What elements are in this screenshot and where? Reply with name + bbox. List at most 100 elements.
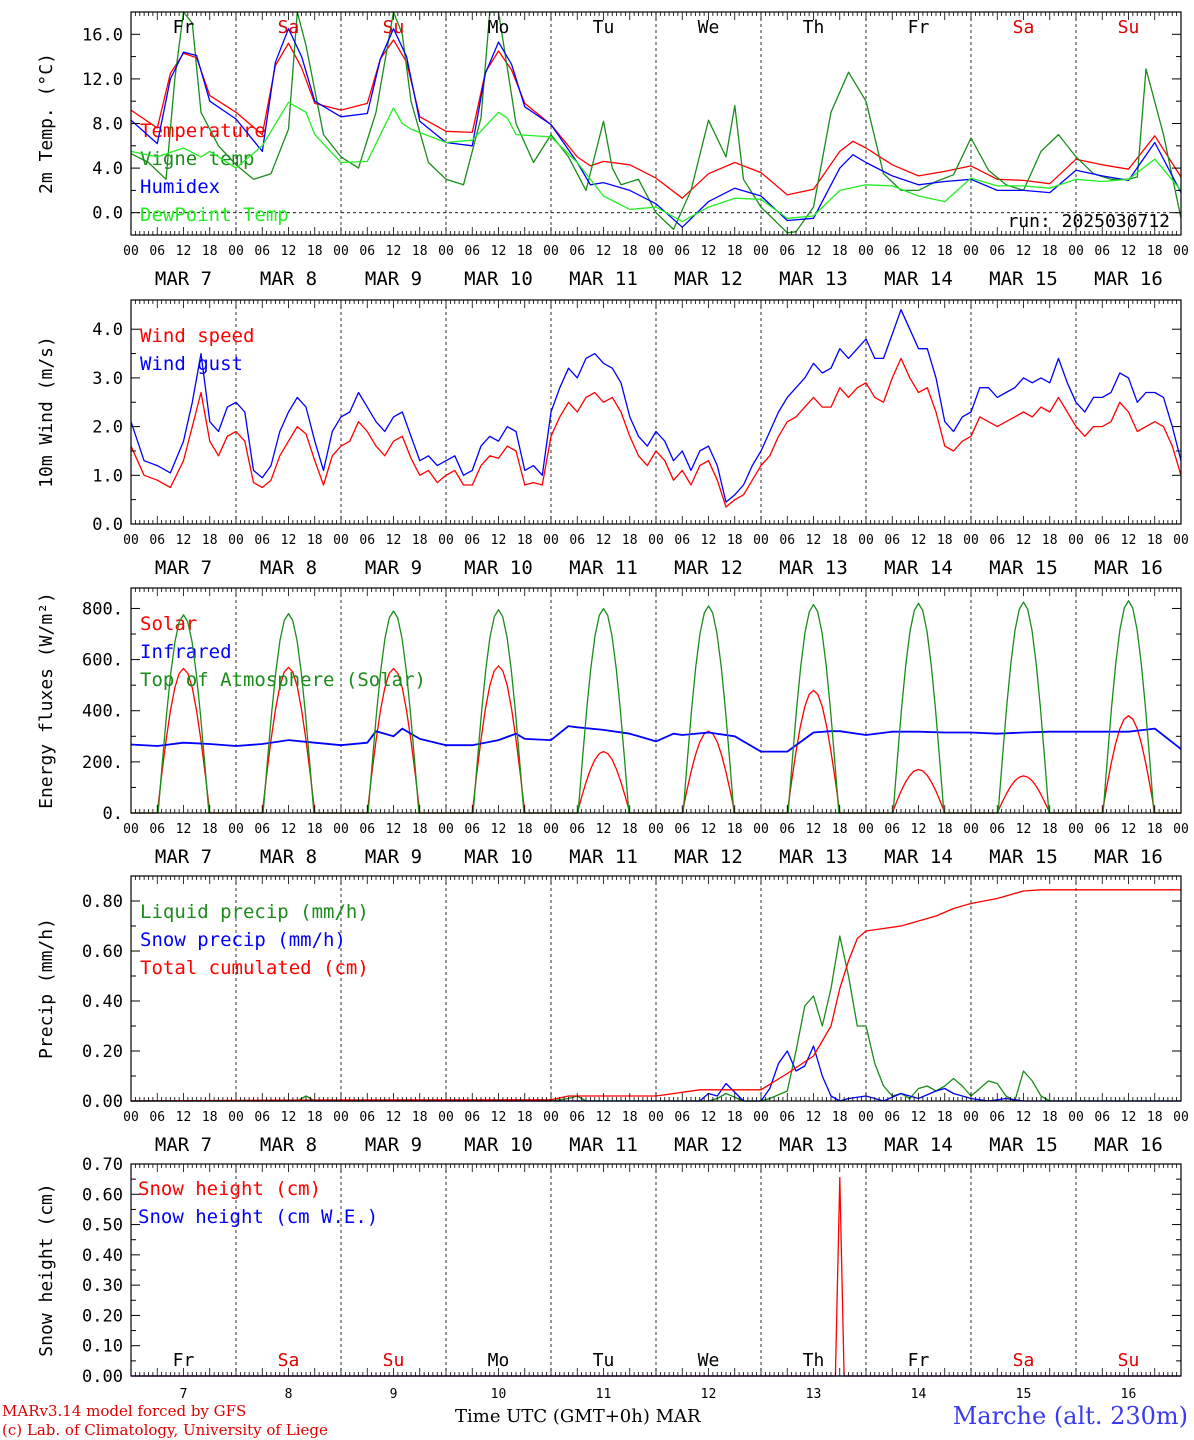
run-annotation: run: 2025030712	[1007, 211, 1170, 232]
hour-tick-label: 12	[386, 822, 402, 837]
series-line-infrared	[130, 725, 1182, 753]
hour-tick-label: 18	[202, 822, 218, 837]
hour-tick-label: 00	[753, 533, 769, 548]
hour-tick-label: 00	[333, 244, 349, 259]
y-tick-label: 0.10	[82, 1337, 123, 1357]
hour-tick-label: 18	[1042, 533, 1058, 548]
hour-tick-label: 00	[963, 822, 979, 837]
series-line-wind-speed	[130, 357, 1182, 508]
y-tick-label: 0.70	[82, 1155, 123, 1175]
hour-tick-label: 00	[753, 822, 769, 837]
hour-tick-label: 12	[281, 822, 297, 837]
date-label: MAR 9	[365, 1134, 422, 1156]
date-label: MAR 8	[260, 557, 317, 579]
hour-tick-label: 06	[989, 244, 1005, 259]
hour-tick-label: 12	[176, 533, 192, 548]
hour-tick-label: 18	[517, 533, 533, 548]
series-line-temperature	[130, 39, 1182, 199]
y-tick-label: 0.0	[92, 515, 123, 535]
hour-tick-label: 18	[202, 533, 218, 548]
hour-tick-label: 06	[359, 1110, 375, 1125]
model-credit: MARv3.14 model forced by GFS	[2, 1402, 247, 1420]
hour-tick-label: 18	[622, 822, 638, 837]
hour-tick-label: 18	[1042, 1110, 1058, 1125]
hour-tick-label: 00	[963, 1110, 979, 1125]
date-label: MAR 13	[779, 1134, 848, 1156]
hour-tick-label: 06	[989, 1110, 1005, 1125]
hour-tick-label: 18	[622, 533, 638, 548]
legend-entry: Snow height (cm)	[138, 1178, 321, 1200]
hour-tick-label: 00	[123, 533, 139, 548]
hour-tick-label: 06	[674, 1110, 690, 1125]
hour-tick-label: 18	[412, 533, 428, 548]
hour-tick-label: 06	[884, 822, 900, 837]
hour-tick-label: 06	[884, 1110, 900, 1125]
plot-frame	[130, 587, 1182, 814]
day-number-label: 12	[701, 1387, 717, 1402]
hour-tick-label: 18	[412, 822, 428, 837]
hour-tick-label: 00	[543, 1110, 559, 1125]
hour-tick-label: 12	[1016, 1110, 1032, 1125]
y-tick-label: 12.0	[82, 70, 123, 90]
y-tick-label: 3.0	[92, 369, 123, 389]
day-of-week-label: Sa	[1013, 1350, 1035, 1371]
date-label: MAR 7	[155, 1134, 212, 1156]
time-axis-label: Time UTC (GMT+0h) MAR	[455, 1406, 701, 1427]
hour-tick-label: 12	[911, 533, 927, 548]
legend-entry: Wind speed	[140, 325, 254, 347]
chart-panel-4: Liquid precip (mm/h) Snow precip (mm/h) To…	[36, 875, 1189, 1156]
hour-tick-label: 06	[884, 533, 900, 548]
date-label: MAR 7	[155, 846, 212, 868]
legend-entry: Humidex	[140, 176, 220, 198]
hour-tick-label: 12	[281, 1110, 297, 1125]
hour-tick-label: 18	[622, 1110, 638, 1125]
chart-panel-5: Snow height (cm) Snow height (cm W.E.) 0.0…	[36, 1155, 1182, 1402]
hour-tick-label: 06	[569, 533, 585, 548]
hour-tick-label: 18	[832, 533, 848, 548]
hour-tick-label: 06	[464, 533, 480, 548]
legend-entry: Infrared	[140, 641, 232, 663]
date-label: MAR 7	[155, 268, 212, 290]
hour-tick-label: 18	[1042, 822, 1058, 837]
series-line-vigne-temp	[130, 11, 1182, 234]
hour-tick-label: 00	[858, 1110, 874, 1125]
hour-tick-label: 00	[648, 533, 664, 548]
hour-tick-label: 06	[359, 244, 375, 259]
y-tick-label: 0.60	[82, 1185, 123, 1205]
date-label: MAR 8	[260, 268, 317, 290]
hour-tick-label: 18	[307, 822, 323, 837]
day-of-week-label: Su	[1118, 17, 1140, 38]
legend-entry: Snow height (cm W.E.)	[138, 1206, 378, 1228]
y-tick-label: 8.0	[92, 115, 123, 135]
hour-tick-label: 06	[149, 533, 165, 548]
y-axis-label: Snow height (cm)	[36, 1183, 57, 1356]
chart-panel-3: Solar Infrared Top of Atmosphere (Solar) 0.…	[36, 587, 1189, 868]
hour-tick-label: 12	[596, 533, 612, 548]
day-of-week-label: Fr	[908, 1350, 930, 1371]
hour-tick-label: 12	[701, 822, 717, 837]
day-of-week-label: Mo	[488, 17, 510, 38]
day-of-week-label: Sa	[278, 1350, 300, 1371]
y-axis-label: Energy fluxes (W/m²)	[36, 592, 57, 809]
hour-tick-label: 00	[1068, 533, 1084, 548]
hour-tick-label: 18	[727, 533, 743, 548]
chart-panel-2: Wind speed Wind gust 0.0 1.0 2.0 3.0 4.0 10m Wi…	[36, 299, 1189, 579]
day-number-label: 9	[390, 1387, 398, 1402]
y-tick-label: 200.	[82, 753, 123, 773]
y-axis-label: 2m Temp. (°C)	[36, 53, 57, 194]
date-label: MAR 16	[1094, 268, 1163, 290]
hour-tick-label: 06	[569, 822, 585, 837]
day-of-week-label: Su	[383, 1350, 405, 1371]
day-number-label: 8	[285, 1387, 293, 1402]
legend-entry: Solar	[140, 613, 197, 635]
hour-tick-label: 12	[701, 533, 717, 548]
hour-tick-label: 12	[806, 822, 822, 837]
day-of-week-label: Su	[1118, 1350, 1140, 1371]
day-of-week-label: Fr	[173, 17, 195, 38]
day-of-week-label: Su	[383, 17, 405, 38]
hour-tick-label: 06	[464, 822, 480, 837]
hour-tick-label: 12	[806, 1110, 822, 1125]
hour-tick-label: 00	[858, 822, 874, 837]
hour-tick-label: 18	[202, 1110, 218, 1125]
day-of-week-label: Fr	[173, 1350, 195, 1371]
